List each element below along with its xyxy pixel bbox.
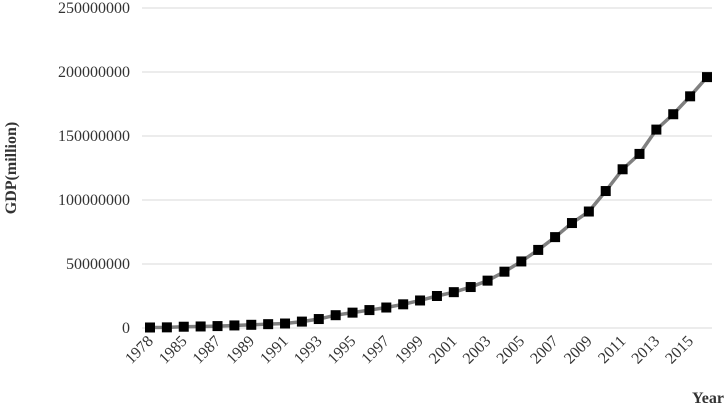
- point-marker: [415, 295, 426, 306]
- point-marker: [296, 316, 307, 327]
- point-marker: [702, 72, 712, 83]
- point-marker: [448, 287, 459, 298]
- point-marker: [347, 307, 358, 318]
- point-marker: [634, 148, 645, 159]
- point-marker: [668, 109, 679, 120]
- point-marker: [195, 321, 206, 332]
- point-marker: [600, 186, 611, 197]
- x-tick-label: 1991: [257, 333, 292, 368]
- x-tick-label: 1995: [325, 333, 360, 368]
- x-tick-label: 1978: [122, 333, 157, 368]
- x-tick-label: 1993: [291, 333, 326, 368]
- x-tick-label: 2009: [561, 333, 596, 368]
- point-marker: [280, 318, 291, 329]
- y-tick-label: 50000000: [66, 256, 130, 273]
- x-axis-label: Year: [692, 390, 724, 407]
- point-marker: [617, 164, 628, 175]
- x-tick-label: 1985: [156, 333, 191, 368]
- point-marker: [566, 218, 577, 229]
- point-marker: [145, 322, 155, 333]
- x-tick-label: 1999: [392, 333, 427, 368]
- point-marker: [313, 314, 324, 325]
- point-marker: [263, 319, 274, 330]
- point-marker: [246, 319, 257, 330]
- point-marker: [685, 91, 696, 102]
- point-marker: [364, 305, 375, 316]
- point-marker: [212, 321, 223, 332]
- x-tick-label: 1997: [358, 333, 393, 368]
- point-marker: [330, 310, 341, 321]
- point-marker: [516, 256, 527, 267]
- y-tick-label: 0: [122, 320, 130, 337]
- x-tick-label: 2005: [494, 333, 529, 368]
- x-tick-label: 2001: [426, 333, 461, 368]
- point-marker: [161, 322, 172, 333]
- x-tick-label: 1989: [223, 333, 258, 368]
- x-tick-label: 2003: [460, 333, 495, 368]
- y-tick-label: 150000000: [58, 128, 130, 145]
- x-tick-label: 2013: [629, 333, 664, 368]
- x-tick-label: 2015: [662, 333, 697, 368]
- point-marker: [178, 321, 189, 332]
- x-tick-label: 2007: [527, 333, 562, 368]
- point-marker: [229, 320, 240, 331]
- y-tick-label: 200000000: [58, 64, 130, 81]
- point-marker: [550, 232, 561, 243]
- point-marker: [465, 282, 476, 293]
- series-line: [149, 75, 709, 330]
- point-marker: [482, 275, 493, 286]
- point-marker: [583, 206, 594, 217]
- point-marker: [499, 266, 510, 277]
- x-tick-label: 1987: [190, 333, 225, 368]
- point-marker: [533, 244, 544, 255]
- point-marker: [431, 291, 442, 301]
- point-marker: [381, 302, 392, 313]
- point-marker: [398, 299, 409, 310]
- y-axis-label: GDP(million): [3, 122, 20, 214]
- x-tick-label: 2011: [595, 333, 629, 367]
- point-marker: [651, 124, 662, 135]
- y-tick-label: 100000000: [58, 192, 130, 209]
- y-tick-label: 250000000: [58, 0, 130, 17]
